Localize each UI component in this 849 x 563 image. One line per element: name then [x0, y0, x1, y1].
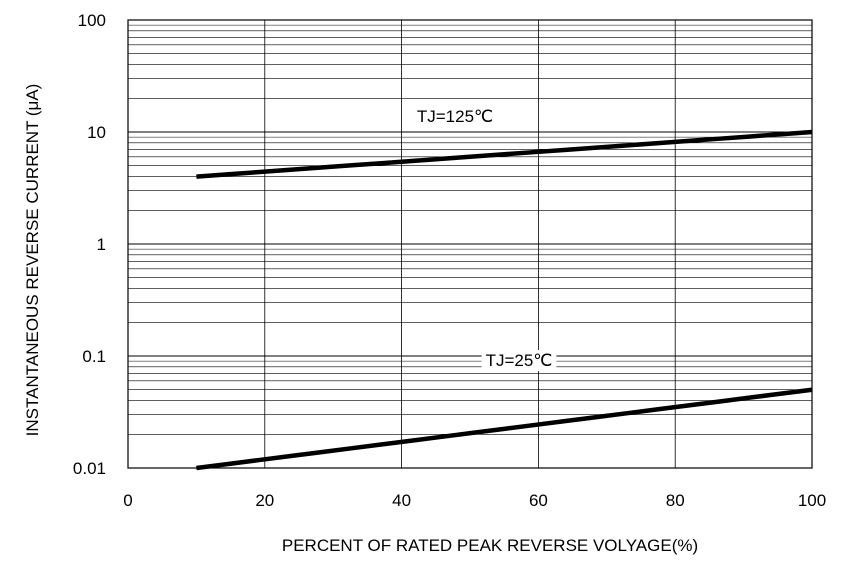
x-tick-label: 100: [798, 491, 826, 510]
x-tick-label: 60: [529, 491, 548, 510]
series-line: [196, 387, 813, 471]
series-label-bg: [412, 106, 498, 127]
curve-labels: TJ=125℃ TJ=25℃: [412, 106, 557, 371]
tick-labels: 0 20 40 60 80 100 100 10 1 0.1 0.01: [73, 11, 826, 510]
y-tick-label: 0.1: [82, 347, 106, 366]
series-label: TJ=125℃: [417, 107, 493, 126]
y-tick-label: 10: [87, 123, 106, 142]
series-group: [196, 129, 813, 471]
x-axis-title: PERCENT OF RATED PEAK REVERSE VOLYAGE(%): [282, 536, 698, 555]
y-axis-title: INSTANTANEOUS REVERSE CURRENT (μA): [23, 84, 42, 437]
grid: [127, 20, 813, 469]
series-line: [196, 129, 813, 179]
y-tick-label: 100: [78, 11, 106, 30]
plot-frame: [127, 19, 813, 469]
series-label-bg: [481, 350, 557, 371]
x-tick-label: 40: [392, 491, 411, 510]
y-tick-label: 1: [97, 235, 106, 254]
x-tick-label: 20: [255, 491, 274, 510]
y-tick-label: 0.01: [73, 459, 106, 478]
x-tick-label: 80: [666, 491, 685, 510]
series-label: TJ=25℃: [486, 351, 553, 370]
x-tick-label: 0: [123, 491, 132, 510]
